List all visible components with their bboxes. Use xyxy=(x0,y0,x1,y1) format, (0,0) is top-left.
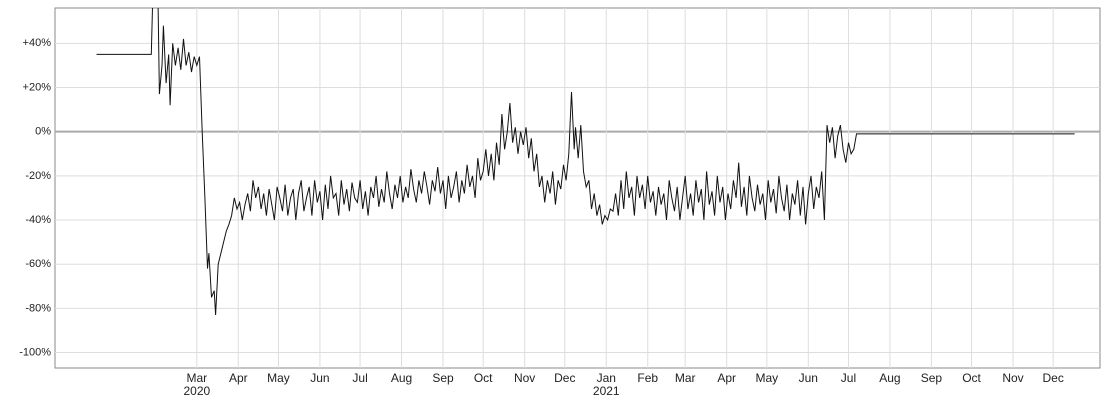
y-tick-label: -100% xyxy=(19,346,51,358)
x-tick-label: Sep xyxy=(432,371,454,385)
y-tick-label: +20% xyxy=(23,81,52,93)
plot-area xyxy=(54,7,1101,369)
x-tick-label: Apr xyxy=(717,371,736,385)
x-tick-label: Jun xyxy=(310,371,329,385)
x-tick-label: Sep xyxy=(921,371,943,385)
x-tick-label: Mar xyxy=(675,371,696,385)
x-tick-label: Jun xyxy=(799,371,818,385)
x-tick-label: May xyxy=(755,371,778,385)
plot-layer xyxy=(96,8,1075,316)
year-label: 2021 xyxy=(593,384,620,398)
x-tick-label: Oct xyxy=(962,371,981,385)
y-tick-label: -80% xyxy=(25,302,51,314)
x-tick-label: Oct xyxy=(474,371,493,385)
x-tick-label: Aug xyxy=(879,371,900,385)
line xyxy=(96,8,1075,316)
x-tick-label: Nov xyxy=(514,371,535,385)
x-tick-label: Dec xyxy=(554,371,575,385)
y-tick-label: -60% xyxy=(25,258,51,270)
x-tick-label: May xyxy=(267,371,290,385)
y-tick-label: 0% xyxy=(35,126,51,138)
x-tick-label: Apr xyxy=(229,371,248,385)
x-tick-label: Feb xyxy=(637,371,658,385)
x-tick-label: Jul xyxy=(841,371,856,385)
x-tick-label: Nov xyxy=(1002,371,1023,385)
x-tick-label: Mar xyxy=(186,371,207,385)
x-tick-label: Dec xyxy=(1042,371,1063,385)
x-tick-label: Jul xyxy=(352,371,367,385)
x-tick-label: Aug xyxy=(391,371,412,385)
y-tick-label: -40% xyxy=(25,214,51,226)
x-tick-label: Jan xyxy=(597,371,616,385)
y-tick-label: -20% xyxy=(25,170,51,182)
y-tick-label: +40% xyxy=(23,37,52,49)
year-label: 2020 xyxy=(183,384,210,398)
